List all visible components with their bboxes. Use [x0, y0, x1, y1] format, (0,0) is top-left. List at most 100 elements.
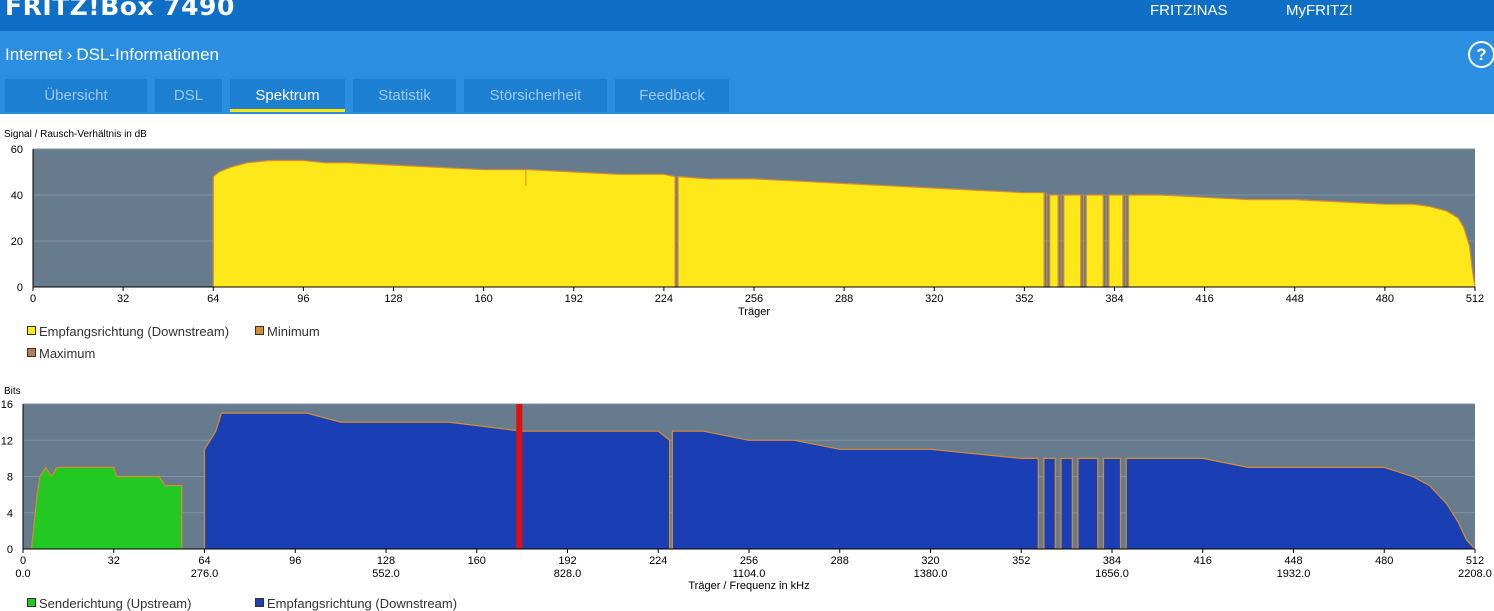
- x-axis-label: Träger: [738, 306, 770, 318]
- x-tick-label: 384: [1103, 555, 1121, 567]
- y-tick-label: 0: [7, 544, 13, 556]
- tab-label: Störsicherheit: [489, 87, 582, 104]
- x-tick-label: 224: [655, 293, 673, 305]
- x-tick-label: 320: [925, 293, 943, 305]
- legend-swatch: [27, 598, 36, 607]
- breadcrumb-separator-icon: ›: [66, 45, 73, 64]
- x-tick-label: 416: [1195, 293, 1213, 305]
- tab-uebersicht[interactable]: Übersicht: [5, 79, 147, 112]
- x-tick-label: 32: [117, 293, 129, 305]
- x-tick-label: 32: [108, 555, 120, 567]
- snr-legend-maximum: Maximum: [27, 346, 95, 361]
- y-tick-label: 4: [7, 508, 13, 520]
- y-tick-label: 8: [7, 472, 13, 484]
- legend-swatch: [255, 598, 264, 607]
- legend-label: Maximum: [39, 346, 96, 361]
- series-area-1: [31, 467, 182, 549]
- tab-spektrum[interactable]: Spektrum: [230, 79, 345, 112]
- y-tick-label: 60: [11, 144, 23, 156]
- tab-feedback[interactable]: Feedback: [615, 79, 729, 112]
- x-tick-label: 128: [377, 555, 395, 567]
- fritz-nas-link[interactable]: FRITZ!NAS: [1150, 2, 1228, 19]
- bits-chart-ylabel: Bits: [4, 386, 21, 397]
- x-tick-label: 224: [649, 555, 667, 567]
- frequency-tick-label: 1104.0: [733, 568, 766, 580]
- tab-stoersicherheit[interactable]: Störsicherheit: [464, 79, 607, 112]
- x-tick-label: 128: [384, 293, 402, 305]
- myfritz-link[interactable]: MyFRITZ!: [1286, 2, 1353, 19]
- tab-label: Statistik: [378, 87, 431, 104]
- frequency-tick-label: 276.0: [191, 568, 219, 580]
- series-area-1: [213, 160, 1475, 287]
- snr-axes: 0 20 40 60 0 32 64 96 128 160 192 224 256 288 320 352 38…: [11, 144, 1484, 318]
- x-tick-label: 256: [745, 293, 763, 305]
- tab-label: Feedback: [639, 87, 705, 104]
- snr-chart: 0 20 40 60 0 32 64 96 128 160 192 224 256 288 320 352 38…: [11, 144, 1484, 318]
- x-tick-label: 384: [1105, 293, 1123, 305]
- x-tick-label: 352: [1015, 293, 1033, 305]
- pilot-tone-marker: [516, 404, 523, 549]
- x-tick-label: 480: [1375, 555, 1393, 567]
- x-tick-label: 160: [468, 555, 486, 567]
- snr-chart-ylabel: Signal / Rausch-Verhältnis in dB: [4, 129, 147, 140]
- top-bar: FRITZ!Box 7490 FRITZ!NAS MyFRITZ!: [0, 0, 1494, 31]
- y-tick-label: 12: [1, 435, 13, 447]
- y-tick-label: 20: [11, 236, 23, 248]
- bits-series-group: [30, 404, 1476, 550]
- breadcrumb: Internet › DSL-Informationen: [5, 45, 219, 65]
- x-tick-label: 0: [20, 555, 26, 567]
- tab-label: DSL: [173, 87, 204, 104]
- x-tick-label: 480: [1376, 293, 1394, 305]
- x-tick-label: 96: [297, 293, 309, 305]
- legend-swatch: [255, 326, 264, 335]
- snr-series-group: [212, 159, 1476, 288]
- x-tick-label: 0: [30, 293, 36, 305]
- frequency-tick-label: 552.0: [372, 568, 400, 580]
- series-minmax-line-1: [30, 466, 183, 550]
- legend-swatch: [27, 348, 36, 357]
- frequency-tick-label: 1380.0: [914, 568, 948, 580]
- x-tick-label: 192: [565, 293, 583, 305]
- series-minmax-line-1: [212, 159, 1476, 288]
- x-tick-label: 64: [207, 293, 219, 305]
- legend-label: Empfangsrichtung (Downstream): [267, 596, 458, 611]
- x-tick-label: 160: [474, 293, 492, 305]
- x-tick-label: 256: [740, 555, 758, 567]
- snr-legend-minimum: Minimum: [255, 324, 320, 339]
- x-tick-label: 448: [1286, 293, 1304, 305]
- x-tick-label: 288: [835, 293, 853, 305]
- x-axis-label: Träger / Frequenz in kHz: [688, 580, 809, 592]
- frequency-tick-label: 828.0: [554, 568, 582, 580]
- x-tick-label: 320: [921, 555, 939, 567]
- legend-label: Senderichtung (Upstream): [39, 596, 192, 611]
- tab-label: Übersicht: [44, 87, 108, 104]
- x-tick-label: 352: [1012, 555, 1030, 567]
- tab-statistik[interactable]: Statistik: [353, 79, 456, 112]
- x-tick-label: 512: [1466, 293, 1484, 305]
- legend-label: Minimum: [267, 324, 320, 339]
- x-tick-label: 448: [1284, 555, 1302, 567]
- bits-legend-upstream: Senderichtung (Upstream): [27, 596, 191, 611]
- x-tick-label: 192: [558, 555, 576, 567]
- breadcrumb-internet[interactable]: Internet: [5, 45, 63, 64]
- legend-swatch: [27, 326, 36, 335]
- tab-dsl[interactable]: DSL: [155, 79, 222, 112]
- tab-label: Spektrum: [255, 87, 320, 104]
- navigation-bar: Internet › DSL-Informationen ? Übersicht D…: [0, 31, 1494, 114]
- y-tick-label: 0: [17, 282, 23, 294]
- bits-legend-downstream: Empfangsrichtung (Downstream): [255, 596, 457, 611]
- y-tick-label: 16: [1, 399, 13, 411]
- series-minmax-line-2: [203, 412, 1476, 550]
- frequency-tick-label: 1656.0: [1095, 568, 1129, 580]
- y-tick-label: 40: [11, 190, 23, 202]
- active-tab-indicator: [230, 109, 345, 112]
- x-tick-label: 96: [289, 555, 301, 567]
- x-tick-label: 64: [198, 555, 210, 567]
- frequency-tick-label: 0.0: [15, 568, 30, 580]
- snr-legend-downstream: Empfangsrichtung (Downstream): [27, 324, 229, 339]
- help-icon[interactable]: ?: [1468, 41, 1494, 68]
- x-tick-label: 288: [831, 555, 849, 567]
- legend-label: Empfangsrichtung (Downstream): [39, 324, 230, 339]
